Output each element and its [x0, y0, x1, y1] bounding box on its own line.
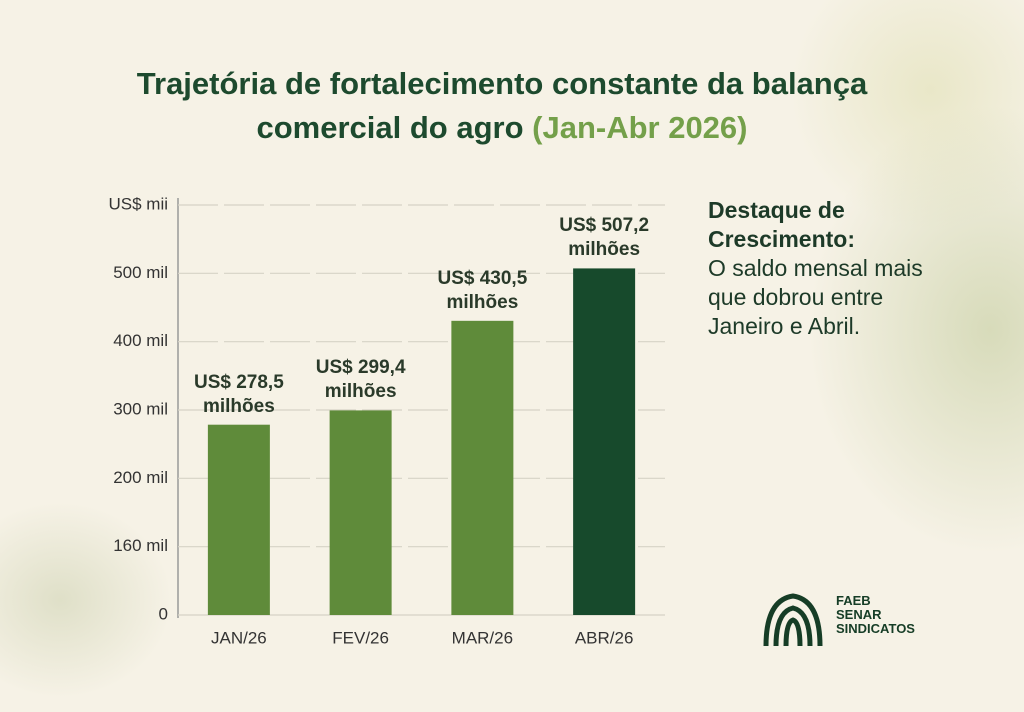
y-tick-label: 400 mil	[113, 331, 168, 350]
logo-text: FAEB SENAR SINDICATOS	[836, 594, 915, 636]
value-label: US$ 507,2 milhões	[559, 215, 650, 261]
x-tick-label: JAN/26	[211, 628, 267, 647]
y-tick-label: US$ mii	[108, 194, 168, 213]
bar	[329, 410, 392, 615]
y-tick-label: 500 mil	[113, 263, 168, 282]
sidebar-text: O saldo mensal mais que dobrou entre Jan…	[708, 255, 923, 339]
y-tick-label: 300 mil	[113, 399, 168, 418]
y-tick-label: 160 mil	[113, 536, 168, 555]
sidebar: Destaque de Crescimento: O saldo mensal m…	[708, 196, 938, 341]
value-label: US$ 278,5 milhões	[193, 371, 284, 417]
chart-title-block: Trajetória de fortalecimento constante d…	[100, 62, 904, 150]
y-tick-label: 200 mil	[113, 468, 168, 487]
x-tick-label: ABR/26	[575, 628, 634, 647]
logo-line: FAEB	[836, 593, 871, 608]
value-label: US$ 299,4 milhões	[315, 357, 406, 403]
logo: FAEB SENAR SINDICATOS	[760, 588, 915, 655]
logo-line: SENAR	[836, 607, 882, 622]
logo-icon	[763, 593, 823, 647]
x-tick-label: MAR/26	[452, 628, 513, 647]
x-tick-label: FEV/26	[332, 628, 389, 647]
bar	[207, 424, 270, 615]
sidebar-heading: Destaque de Crescimento:	[708, 197, 855, 252]
value-label: US$ 430,5 milhões	[437, 267, 528, 313]
logo-line: SINDICATOS	[836, 621, 915, 636]
title-highlight: (Jan-Abr 2026)	[532, 110, 748, 145]
y-tick-label: 0	[159, 604, 168, 623]
chart-title: Trajetória de fortalecimento constante d…	[136, 66, 868, 145]
bar	[451, 320, 514, 615]
bar	[573, 268, 636, 615]
